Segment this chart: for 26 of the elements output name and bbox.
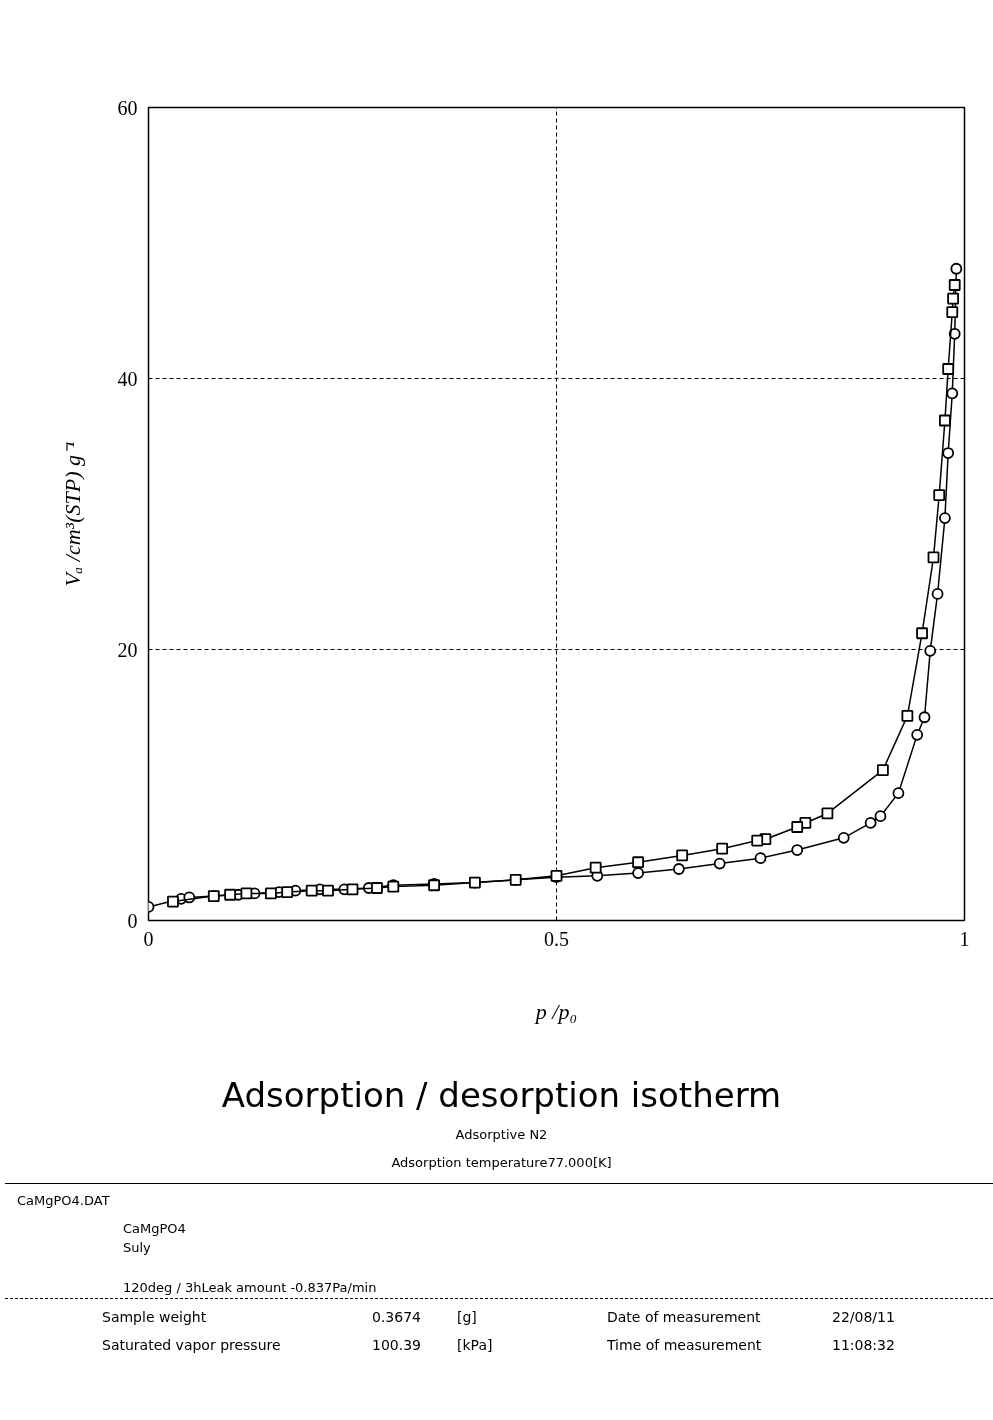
text: Adsorption temperature77.000[K] xyxy=(390,1154,613,1173)
text: Saturated vapor pressure xyxy=(102,1335,282,1355)
y-axis-title: Vₐ /cm³(STP) g⁻¹ xyxy=(59,441,85,587)
text: 100.39 xyxy=(372,1335,422,1355)
text: Suly xyxy=(123,1239,151,1255)
text: CaMgPO4.DAT xyxy=(17,1191,111,1210)
text: Adsorptive N2 xyxy=(454,1125,549,1144)
text: 22/08/11 xyxy=(832,1307,896,1327)
text: CaMgPO4 xyxy=(123,1221,186,1237)
text: Time of measurement xyxy=(607,1335,763,1355)
text: [g] xyxy=(457,1307,478,1327)
x-tick-label: 0.5 xyxy=(544,927,569,950)
y-tick-label: 60 xyxy=(117,96,138,119)
y-tick-label: 0 xyxy=(127,909,138,932)
text: Date of measurement xyxy=(607,1307,762,1327)
text: Sample weight xyxy=(102,1307,208,1327)
y-tick-label: 40 xyxy=(117,367,138,390)
text: 11:08:32 xyxy=(832,1335,896,1355)
x-tick-label: 0 xyxy=(143,927,154,950)
y-tick-label: 20 xyxy=(117,638,138,661)
text: Adsorption / desorption isotherm xyxy=(220,1074,783,1117)
x-tick-label: 1 xyxy=(959,927,970,950)
text: 120deg / 3hLeak amount -0.837Pa/min xyxy=(123,1279,378,1298)
text: [kPa] xyxy=(457,1335,494,1355)
x-axis-title: p /p₀ xyxy=(533,998,578,1024)
text: 0.3674 xyxy=(372,1307,422,1327)
